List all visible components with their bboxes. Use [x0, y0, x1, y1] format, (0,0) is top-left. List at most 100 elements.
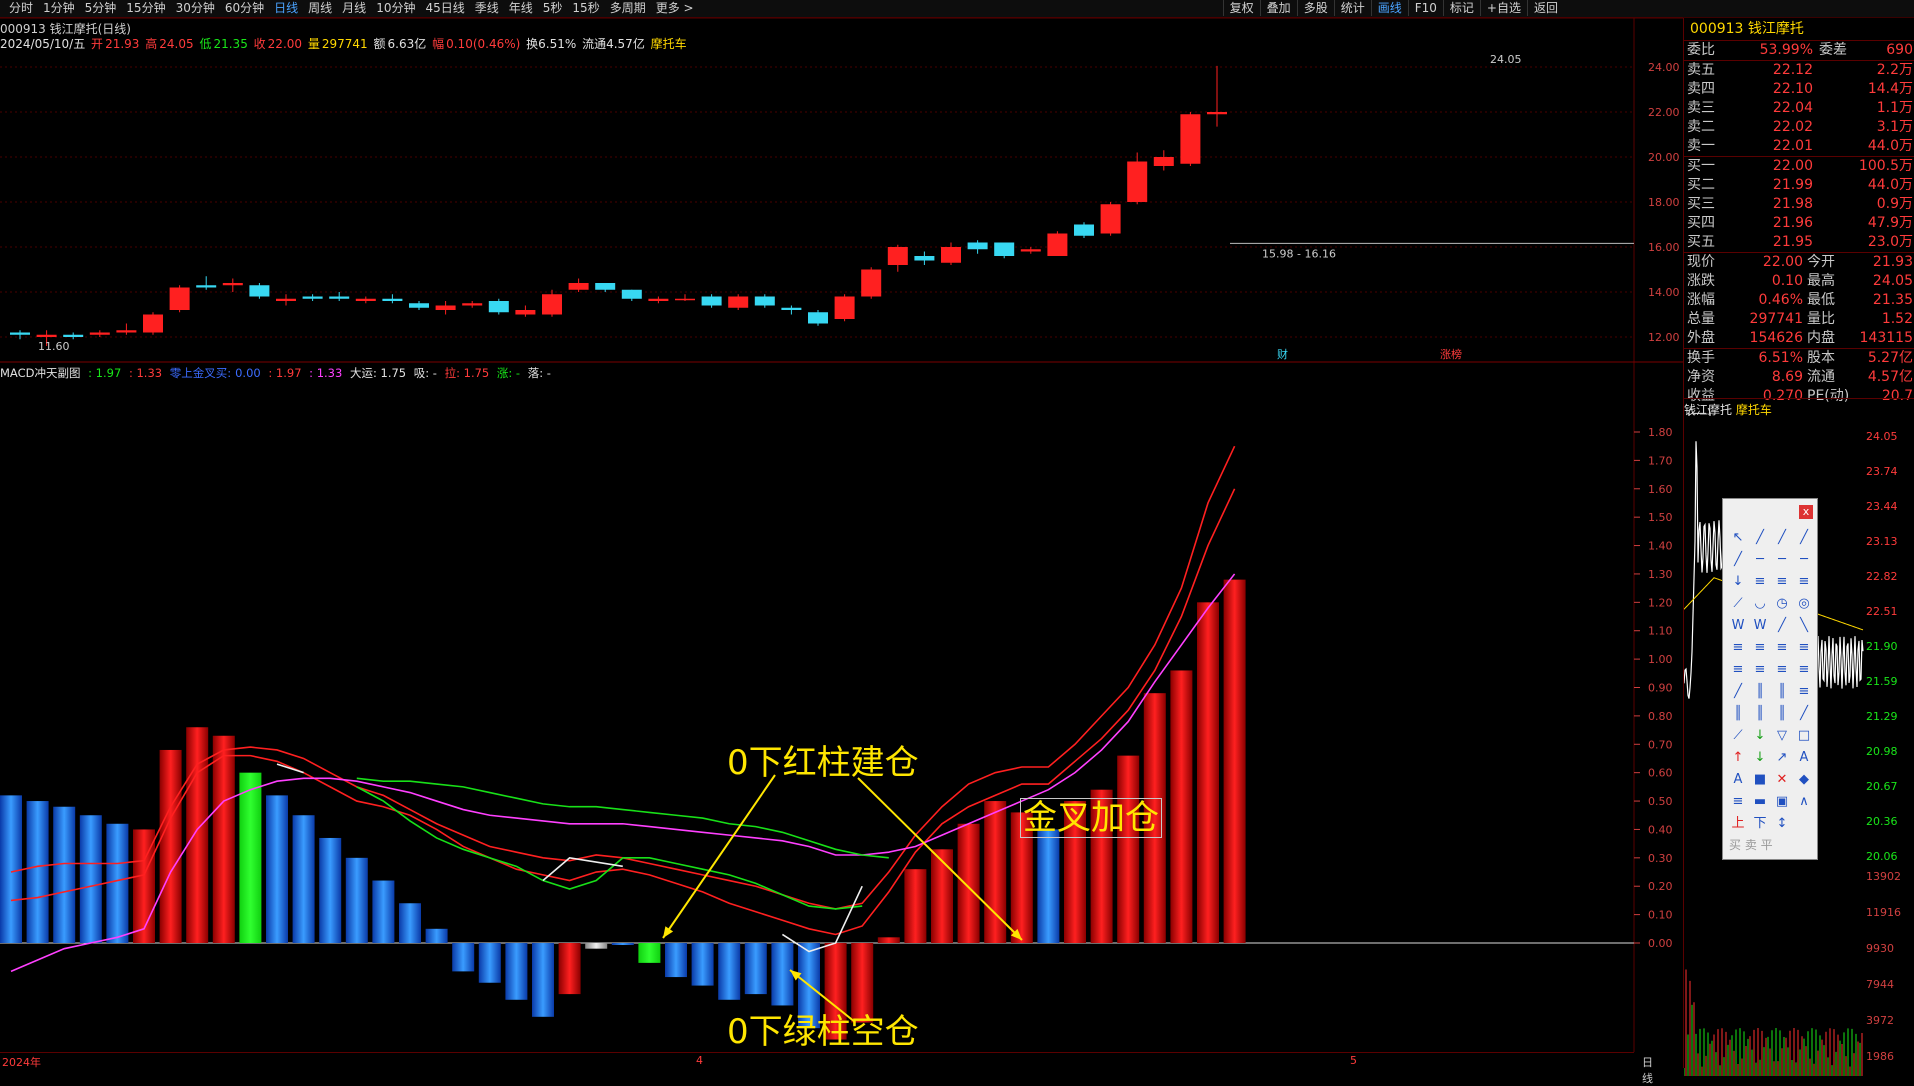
draw-tool-icon[interactable]: ≡: [1776, 662, 1788, 677]
draw-tool-icon[interactable]: ⟋: [1733, 728, 1743, 743]
draw-tool-icon[interactable]: ║: [1756, 684, 1764, 699]
draw-tool-icon[interactable]: ║: [1756, 706, 1764, 721]
period-tab-4[interactable]: 30分钟: [175, 1, 215, 15]
mini-tick: 20.36: [1866, 815, 1898, 828]
draw-tool-icon[interactable]: ◎: [1798, 596, 1810, 611]
tool-button-3[interactable]: 统计: [1333, 0, 1371, 16]
draw-tool-icon[interactable]: ⟋: [1733, 596, 1743, 611]
draw-tool-icon[interactable]: ─: [1756, 552, 1764, 567]
macd-tick: 0.60: [1648, 767, 1673, 780]
period-tab-10[interactable]: 45日线: [425, 1, 465, 15]
draw-tool-icon[interactable]: ◆: [1799, 772, 1809, 787]
period-tab-14[interactable]: 15秒: [572, 1, 600, 15]
draw-tool-icon[interactable]: ≡: [1798, 684, 1810, 699]
candle-body: [515, 310, 536, 315]
draw-tool-icon[interactable]: [1793, 813, 1815, 835]
draw-tool-icon[interactable]: ≡: [1798, 662, 1810, 677]
trade-buttons[interactable]: 买 卖 平: [1729, 838, 1773, 852]
draw-tool-icon[interactable]: ↕: [1776, 816, 1788, 831]
period-tab-16[interactable]: 更多 >: [655, 1, 694, 15]
draw-tool-icon[interactable]: □: [1797, 728, 1811, 743]
draw-tool-icon[interactable]: ≡: [1732, 662, 1744, 677]
tool-button-5[interactable]: F10: [1407, 0, 1443, 16]
drawing-toolbox[interactable]: x ↖ ╱ ╱ ╱ ╱ ─ ─ ─ ↓ ≡ ≡ ≡ ⟋ ◡ ◷ ◎ W W ╱ ╲ ≡ ≡ ≡ ≡ ≡ ≡ ≡ ≡ ╱ ║ ║ ≡ ║ ║ ║ ╱ ⟋ ↓…: [1722, 498, 1818, 860]
period-tab-2[interactable]: 5分钟: [84, 1, 117, 15]
macd-tick: 1.10: [1648, 625, 1673, 638]
tool-button-7[interactable]: +自选: [1479, 0, 1527, 16]
draw-tool-icon[interactable]: ╱: [1800, 706, 1808, 721]
period-tab-13[interactable]: 5秒: [542, 1, 563, 15]
draw-tool-icon[interactable]: ─: [1778, 552, 1786, 567]
draw-tool-icon[interactable]: ╱: [1800, 530, 1808, 545]
tool-button-2[interactable]: 多股: [1296, 0, 1334, 16]
macd-bar: [1170, 670, 1193, 943]
period-tab-8[interactable]: 月线: [342, 1, 367, 15]
draw-tool-icon[interactable]: W: [1731, 618, 1745, 633]
draw-tool-icon[interactable]: A: [1799, 750, 1809, 765]
draw-tool-icon[interactable]: ╱: [1734, 552, 1742, 567]
draw-tool-icon[interactable]: ↓: [1754, 750, 1766, 765]
draw-tool-icon[interactable]: ↓: [1732, 574, 1744, 589]
draw-tool-icon[interactable]: ↖: [1732, 530, 1744, 545]
period-tab-6[interactable]: 日线: [274, 1, 299, 15]
draw-tool-icon[interactable]: ≡: [1754, 640, 1766, 655]
draw-tool-icon[interactable]: ↗: [1776, 750, 1788, 765]
tool-button-4[interactable]: 画线: [1370, 0, 1408, 16]
draw-tool-icon[interactable]: ≡: [1798, 640, 1810, 655]
candle-body: [781, 307, 802, 310]
draw-tool-icon[interactable]: ║: [1734, 706, 1742, 721]
draw-tool-icon[interactable]: ─: [1800, 552, 1808, 567]
draw-tool-icon[interactable]: ≡: [1754, 662, 1766, 677]
tool-button-0[interactable]: 复权: [1222, 0, 1260, 16]
draw-tool-icon[interactable]: W: [1753, 618, 1767, 633]
draw-tool-icon[interactable]: ≡: [1732, 640, 1744, 655]
period-tab-5[interactable]: 60分钟: [224, 1, 265, 15]
period-tab-0[interactable]: 分时: [9, 1, 34, 15]
period-tab-15[interactable]: 多周期: [609, 1, 646, 15]
draw-tool-icon[interactable]: ╱: [1778, 530, 1786, 545]
draw-tool-icon[interactable]: ║: [1778, 706, 1786, 721]
draw-tool-icon[interactable]: ▣: [1775, 794, 1789, 809]
period-tab-12[interactable]: 年线: [508, 1, 533, 15]
candle-body: [621, 289, 642, 299]
draw-tool-icon[interactable]: ╱: [1734, 684, 1742, 699]
tag-cai: 财: [1277, 347, 1288, 361]
period-tab-1[interactable]: 1分钟: [43, 1, 75, 15]
draw-tool-icon[interactable]: ≡: [1798, 574, 1810, 589]
draw-tool-icon[interactable]: ≡: [1776, 640, 1788, 655]
close-icon[interactable]: x: [1799, 505, 1813, 519]
draw-tool-icon[interactable]: ◡: [1754, 596, 1766, 611]
mini-tick: 21.59: [1866, 675, 1898, 688]
draw-tool-icon[interactable]: ≡: [1776, 574, 1788, 589]
draw-tool-icon[interactable]: ╲: [1800, 618, 1808, 633]
draw-tool-icon[interactable]: ╱: [1778, 618, 1786, 633]
tool-button-6[interactable]: 标记: [1442, 0, 1480, 16]
tool-button-8[interactable]: 返回: [1526, 0, 1564, 16]
draw-tool-icon[interactable]: ▬: [1753, 794, 1767, 809]
draw-tool-icon[interactable]: ╱: [1756, 530, 1764, 545]
draw-tool-icon[interactable]: A: [1733, 772, 1743, 787]
vol-tick: 7944: [1866, 978, 1894, 991]
candle-body: [329, 296, 350, 299]
macd-bar: [319, 837, 342, 943]
price-tick: 20.00: [1648, 151, 1680, 164]
draw-tool-icon[interactable]: ∧: [1799, 794, 1809, 809]
draw-tool-icon[interactable]: ↓: [1754, 728, 1766, 743]
draw-tool-icon[interactable]: ≡: [1754, 574, 1766, 589]
period-tab-7[interactable]: 周线: [308, 1, 333, 15]
kline-chart[interactable]: 24.00 22.00 20.00 18.00 16.00 14.00 12.00 15.98…: [0, 0, 1683, 1068]
tool-button-1[interactable]: 叠加: [1259, 0, 1297, 16]
draw-tool-icon[interactable]: ✕: [1776, 772, 1788, 787]
draw-tool-icon[interactable]: ◷: [1776, 596, 1788, 611]
draw-tool-icon[interactable]: ▽: [1777, 728, 1787, 743]
draw-tool-icon[interactable]: 上: [1731, 816, 1745, 831]
draw-tool-icon[interactable]: 下: [1753, 816, 1767, 831]
ask-list: 卖五 22.12 2.2万 卖四 22.10 14.4万 卖三 22.04 1.1万 卖二 22.0…: [1684, 61, 1914, 156]
draw-tool-icon[interactable]: ↑: [1732, 750, 1744, 765]
period-tab-9[interactable]: 10分钟: [376, 1, 416, 15]
period-tab-11[interactable]: 季线: [474, 1, 499, 15]
draw-tool-icon[interactable]: ║: [1778, 684, 1786, 699]
draw-tool-icon[interactable]: ≡: [1732, 794, 1744, 809]
draw-tool-icon[interactable]: ■: [1753, 772, 1767, 787]
period-tab-3[interactable]: 15分钟: [126, 1, 166, 15]
